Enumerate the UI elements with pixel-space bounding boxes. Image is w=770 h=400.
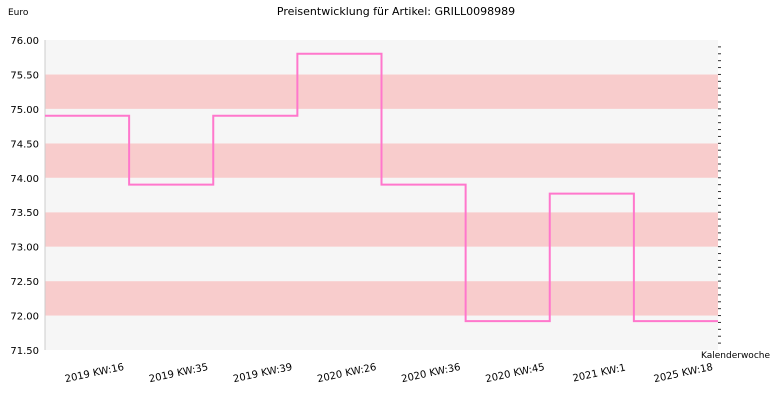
price-series-line	[45, 52, 718, 323]
y-tick-label: 72.00	[10, 312, 39, 323]
background-band	[45, 281, 718, 316]
y-tick-label: 72.50	[10, 277, 39, 288]
y-tick-label: 75.00	[10, 105, 39, 116]
x-tick-label: 2021 KW:1	[572, 363, 627, 385]
y-tick-label: 74.00	[10, 174, 39, 185]
y-tick-label: 73.00	[10, 243, 39, 254]
background-band	[45, 212, 718, 247]
x-tick-label: 2020 KW:26	[316, 362, 377, 385]
y-axis-label: Euro	[8, 8, 29, 18]
background-band	[45, 246, 718, 282]
background-band	[45, 315, 718, 350]
y-tick-label: 76.00	[10, 36, 39, 47]
x-tick-label: 2019 KW:35	[148, 362, 209, 385]
x-tick-label: 2025 KW:18	[653, 362, 714, 385]
y-axis-ticks: 71.50 72.00 72.50 73.00 73.50 74.00 74.50 75.00…	[10, 36, 39, 357]
chart-title: Preisentwicklung für Artikel: GRILL00989…	[277, 5, 515, 18]
y-tick-label: 74.50	[10, 139, 39, 150]
y-tick-label: 73.50	[10, 208, 39, 219]
y-tick-label: 71.50	[10, 346, 39, 357]
x-tick-label: 2019 KW:16	[64, 362, 125, 385]
x-axis-label: Kalenderwoche	[701, 351, 770, 361]
x-axis-tick-labels: 2019 KW:16 2019 KW:35 2019 KW:39 2020 KW:26…	[64, 362, 714, 385]
right-minor-ticks	[718, 46, 721, 344]
x-tick-label: 2020 KW:36	[400, 362, 461, 385]
x-tick-label: 2019 KW:39	[232, 362, 293, 385]
x-tick-label: 2020 KW:45	[485, 362, 546, 385]
y-tick-label: 75.50	[10, 70, 39, 81]
